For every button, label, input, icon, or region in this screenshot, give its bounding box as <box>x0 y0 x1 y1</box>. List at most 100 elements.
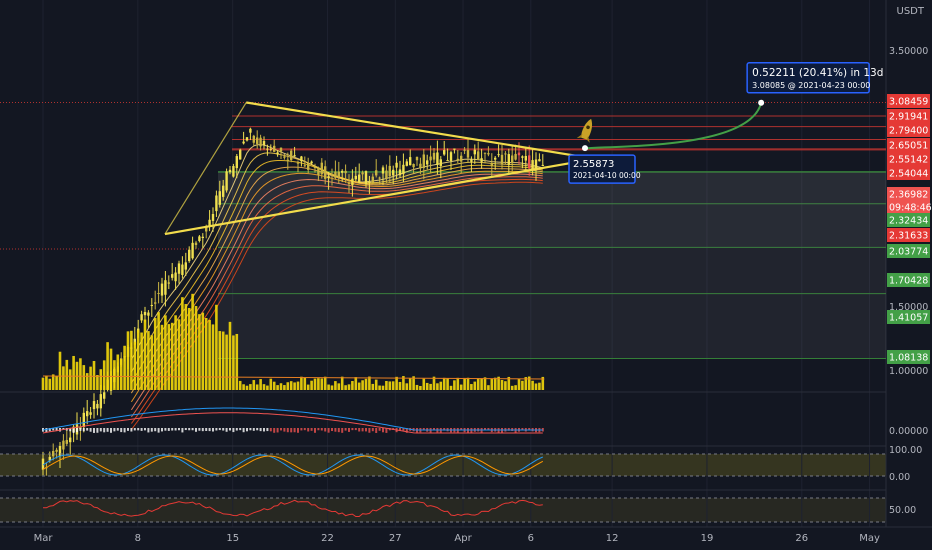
macd-panel <box>42 407 544 434</box>
macd-hist-2021-03-17-1 <box>154 428 157 432</box>
ma-line-5 <box>130 173 543 411</box>
macd-hist-2021-04-17-1 <box>365 428 367 432</box>
macd-hist-2021-03-31-0 <box>246 428 248 432</box>
candle-body-2021-03-05-0 <box>69 437 72 443</box>
volume-bar-2021-04-13-0 <box>334 381 337 390</box>
candle-body-2021-04-06-1 <box>290 150 293 160</box>
candle-body-2021-04-17-1 <box>364 171 368 185</box>
volume-bar-2021-04-13-1 <box>337 383 341 390</box>
candle-body-2021-04-21-1 <box>392 169 395 176</box>
candle-body-2021-04-01-1 <box>256 137 259 144</box>
countdown-tag-bg <box>887 201 930 213</box>
macd-hist-2021-03-27-1 <box>222 428 225 431</box>
candle-body-2021-03-19-1 <box>167 282 170 284</box>
volume-bar-2021-03-24-0 <box>198 314 201 390</box>
candle-body-2021-03-31-1 <box>249 128 252 133</box>
volume-bar-2021-03-21-1 <box>181 297 184 390</box>
x-tick-6: 6 <box>528 533 534 544</box>
candle-body-2021-03-23-0 <box>191 242 194 259</box>
macd-hist-2021-03-31-1 <box>249 428 252 431</box>
volume-bar-2021-04-24-1 <box>412 376 415 390</box>
candle-body-2021-03-18-1 <box>160 283 164 296</box>
level-tag-extra-0-bg <box>887 228 930 242</box>
volume-bar-2021-05-13-0 <box>538 382 541 390</box>
candle-body-2021-04-11-1 <box>324 166 327 179</box>
volume-ma-line <box>42 375 545 380</box>
macd-hist-2021-04-03-0 <box>266 428 269 432</box>
macd-hist-2021-03-25-0 <box>205 428 208 431</box>
candle-body-2021-04-24-0 <box>409 157 412 166</box>
candle-body-2021-03-08-0 <box>89 412 92 415</box>
projection-start-dot <box>582 145 588 152</box>
candle-body-2021-04-16-0 <box>354 175 357 180</box>
support-tag-3: 1.41057 <box>889 313 928 324</box>
rocket-window <box>586 125 590 130</box>
x-tick-5: Apr <box>454 533 472 544</box>
volume-bar-2021-04-06-0 <box>286 382 290 390</box>
x-tick-10: May <box>859 533 880 544</box>
candle-body-2021-03-03-1 <box>58 445 62 456</box>
volume-bar-2021-05-05-1 <box>487 385 490 390</box>
volume-bar-2021-04-25-0 <box>415 384 419 390</box>
candle-body-2021-03-24-1 <box>201 236 204 238</box>
rsi-line <box>43 499 543 517</box>
trendline-upper <box>246 101 626 165</box>
resistance-tag-5-bg <box>887 166 930 180</box>
candle-body-2021-03-08-1 <box>92 401 96 410</box>
volume-bars <box>41 293 545 390</box>
candle-body-2021-03-22-0 <box>184 262 187 270</box>
ma-line-4 <box>130 170 543 403</box>
volume-bar-2021-03-20-1 <box>174 315 177 390</box>
macd-hist-2021-05-11-1 <box>528 428 531 431</box>
volume-bar-2021-03-31-1 <box>249 384 252 390</box>
macd-hist-2021-03-20-1 <box>174 428 177 431</box>
volume-bar-2021-03-18-0 <box>157 312 160 390</box>
volume-bar-2021-05-12-0 <box>531 380 534 390</box>
macd-hist-2021-04-01-1 <box>256 428 259 431</box>
candle-body-2021-04-05-1 <box>283 156 286 158</box>
volume-bar-2021-05-05-0 <box>483 377 487 390</box>
macd-hist-2021-03-02-0 <box>48 428 51 432</box>
volume-bar-2021-05-06-1 <box>493 377 497 390</box>
candle-body-2021-03-02-1 <box>52 451 55 457</box>
candle-body-2021-04-12-0 <box>327 176 330 179</box>
volume-bar-2021-03-02-0 <box>48 378 52 390</box>
volume-bar-2021-03-25-1 <box>208 319 211 390</box>
candle-body-2021-04-26-1 <box>426 160 429 165</box>
volume-bar-2021-03-09-0 <box>96 375 99 390</box>
volume-bar-2021-03-22-0 <box>184 304 188 390</box>
candle-body-2021-04-27-1 <box>432 152 436 160</box>
support-tag-4-bg <box>887 350 930 364</box>
volume-bar-2021-03-11-1 <box>113 360 116 390</box>
ma-line-2 <box>130 160 543 384</box>
macd-hist-2021-04-20-1 <box>385 428 388 433</box>
volume-bar-2021-03-26-1 <box>215 304 218 390</box>
macd-hist-2021-04-01-0 <box>252 428 255 431</box>
candle-body-2021-03-09-0 <box>96 403 99 409</box>
currency-label[interactable]: USDT <box>896 6 924 17</box>
macd-hist-2021-04-11-0 <box>320 428 323 431</box>
volume-bar-2021-03-08-0 <box>89 366 92 390</box>
volume-bar-2021-04-22-0 <box>395 376 398 390</box>
candle-body-2021-03-26-1 <box>215 195 218 212</box>
candle-body-2021-05-02-1 <box>466 150 470 158</box>
candle-body-2021-05-01-1 <box>460 155 463 162</box>
volume-bar-2021-03-09-1 <box>99 369 103 390</box>
volume-bar-2021-03-03-0 <box>55 376 58 390</box>
support-zone-upper <box>218 171 886 248</box>
volume-bar-2021-04-18-0 <box>368 376 371 390</box>
macd-hist-2021-03-21-1 <box>181 428 184 433</box>
macd-hist-2021-04-12-0 <box>327 428 330 433</box>
candle-body-2021-04-19-1 <box>378 177 381 179</box>
macd-hist-2021-04-10-0 <box>314 428 316 433</box>
volume-bar-2021-03-13-1 <box>126 331 130 390</box>
stoch-tick-1: 0.00 <box>889 472 910 483</box>
macd-hist-2021-03-19-1 <box>167 428 170 431</box>
macd-hist-2021-05-10-1 <box>521 428 524 431</box>
candle-body-2021-04-23-1 <box>405 161 408 166</box>
resistance-tag-1: 2.91941 <box>889 112 928 123</box>
current-price-tag-bg <box>887 187 930 201</box>
macd-hist-2021-03-24-1 <box>201 428 204 432</box>
candle-body-2021-03-06-1 <box>79 426 82 430</box>
